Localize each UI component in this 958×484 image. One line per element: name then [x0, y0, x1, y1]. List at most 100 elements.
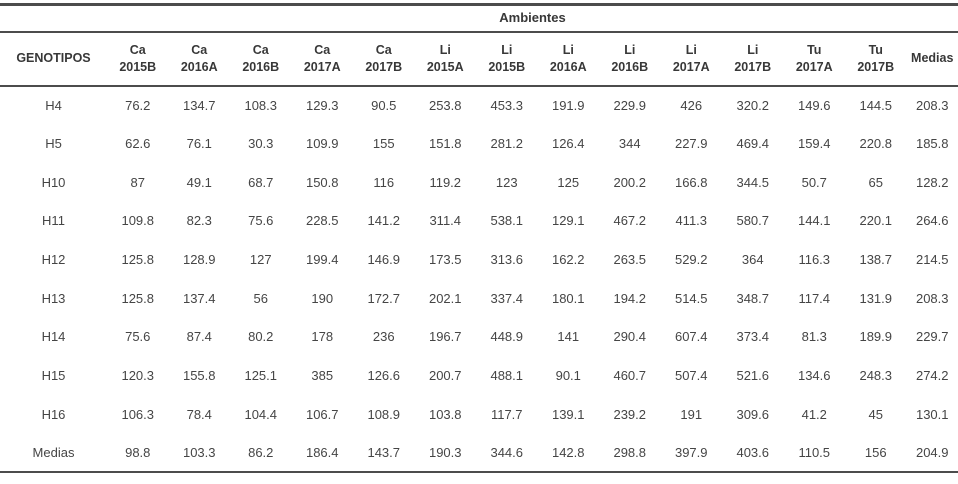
data-cell: 521.6 [736, 368, 770, 384]
row-label: H14 [41, 329, 66, 345]
data-cell: 172.7 [367, 290, 401, 306]
column-site-label: Li [501, 43, 513, 58]
column-season-label: 2016B [242, 59, 280, 74]
data-cell: 137.4 [182, 290, 216, 306]
data-cell: 208.3 [915, 97, 949, 113]
data-cell: 453.3 [490, 97, 524, 113]
column-header-ca-2017b: Ca 2017B [353, 32, 415, 86]
data-cell: 146.9 [367, 252, 401, 268]
data-cell: 90.5 [371, 97, 397, 113]
data-cell: 139.1 [551, 406, 585, 422]
data-cell: 311.4 [429, 213, 462, 229]
data-cell: 126.4 [551, 136, 585, 152]
data-cell: 469.4 [736, 136, 770, 152]
data-cell: 82.3 [186, 213, 212, 229]
data-cell: 344.5 [736, 174, 770, 190]
data-cell: 150.8 [305, 174, 339, 190]
data-cell: 141 [557, 329, 580, 345]
column-site-label: Li [562, 43, 574, 58]
data-cell: 119.2 [429, 174, 462, 190]
data-cell: 313.6 [490, 252, 524, 268]
group-header-ambientes: Ambientes [499, 9, 566, 25]
column-header-ca-2015b: Ca 2015B [107, 32, 169, 86]
data-cell: 109.8 [121, 213, 155, 229]
data-cell: 274.2 [915, 368, 949, 384]
column-season-label: 2017B [857, 59, 895, 74]
column-site-label: Li [747, 43, 759, 58]
data-cell: 134.6 [797, 368, 831, 384]
data-cell: 49.1 [186, 174, 212, 190]
row-label: H13 [41, 290, 66, 306]
data-cell: 178 [311, 329, 334, 345]
data-cell: 117.7 [490, 406, 523, 422]
data-cell: 128.2 [915, 174, 949, 190]
data-cell: 106.3 [121, 406, 155, 422]
data-cell: 103.3 [182, 445, 216, 461]
data-cell: 125 [557, 174, 580, 190]
data-cell: 236 [372, 329, 395, 345]
data-cell: 108.3 [244, 97, 278, 113]
column-header-ca-2016b: Ca 2016B [230, 32, 292, 86]
data-cell: 529.2 [674, 252, 708, 268]
data-cell: 403.6 [736, 445, 770, 461]
data-cell: 220.1 [859, 213, 893, 229]
data-cell: 467.2 [613, 213, 647, 229]
corner-blank-cell [0, 5, 107, 32]
column-site-label: Li [685, 43, 697, 58]
table-row-h12: H12 125.8 128.9 127 199.4 146.9 173.5 313.6 162.… [0, 240, 958, 279]
data-cell: 144.1 [797, 213, 831, 229]
data-cell: 87 [130, 174, 145, 190]
data-cell: 90.1 [555, 368, 581, 384]
column-season-label: 2017A [795, 59, 833, 74]
data-cell: 131.9 [859, 290, 893, 306]
data-cell: 214.5 [915, 252, 949, 268]
data-cell: 68.7 [248, 174, 274, 190]
data-cell: 538.1 [490, 213, 524, 229]
column-header-ca-2017a: Ca 2017A [292, 32, 354, 86]
data-cell: 200.2 [613, 174, 647, 190]
column-site-label: Ca [375, 43, 392, 58]
data-cell: 98.8 [125, 445, 151, 461]
data-cell: 208.3 [915, 290, 949, 306]
row-label: H5 [45, 136, 62, 152]
column-season-label: 2017A [672, 59, 710, 74]
row-label: H10 [41, 174, 66, 190]
data-cell: 186.4 [305, 445, 339, 461]
data-cell: 385 [311, 368, 334, 384]
data-cell: 373.4 [736, 329, 770, 345]
data-cell: 126.6 [367, 368, 401, 384]
column-header-li-2016a: Li 2016A [538, 32, 600, 86]
data-cell: 320.2 [736, 97, 770, 113]
table-row-h10: H10 87 49.1 68.7 150.8 116 119.2 123 125 200.2 166… [0, 163, 958, 202]
genotypes-environments-table: Ambientes GENOTIPOS Ca 2015B Ca 2016A Ca 2016… [0, 3, 958, 474]
data-cell: 104.4 [244, 406, 278, 422]
data-cell: 204.9 [915, 445, 949, 461]
data-cell: 248.3 [859, 368, 893, 384]
data-cell: 239.2 [613, 406, 647, 422]
data-cell: 309.6 [736, 406, 770, 422]
column-site-label: Tu [807, 43, 822, 58]
data-cell: 56 [253, 290, 268, 306]
data-cell: 364 [741, 252, 764, 268]
data-cell: 130.1 [915, 406, 949, 422]
data-cell: 149.6 [797, 97, 831, 113]
row-label: H12 [41, 252, 66, 268]
data-cell: 190 [311, 290, 334, 306]
data-cell: 290.4 [613, 329, 647, 345]
data-cell: 162.2 [551, 252, 585, 268]
column-season-label: 2017B [365, 59, 403, 74]
data-cell: 134.7 [182, 97, 216, 113]
data-cell: 199.4 [305, 252, 339, 268]
data-cell: 138.7 [859, 252, 893, 268]
data-cell: 45 [868, 406, 883, 422]
table-row-h14: H14 75.6 87.4 80.2 178 236 196.7 448.9 141 290.4 6… [0, 318, 958, 357]
table-row-h5: H5 62.6 76.1 30.3 109.9 155 151.8 281.2 126.4 344… [0, 124, 958, 163]
data-cell: 86.2 [248, 445, 274, 461]
data-cell: 159.4 [797, 136, 831, 152]
data-cell: 125.8 [121, 252, 155, 268]
data-cell: 580.7 [736, 213, 770, 229]
table-row-h11: H11 109.8 82.3 75.6 228.5 141.2 311.4 538.1 129.… [0, 202, 958, 241]
column-header-li-2017a: Li 2017A [661, 32, 723, 86]
table-row-h15: H15 120.3 155.8 125.1 385 126.6 200.7 488.1 90.1… [0, 356, 958, 395]
